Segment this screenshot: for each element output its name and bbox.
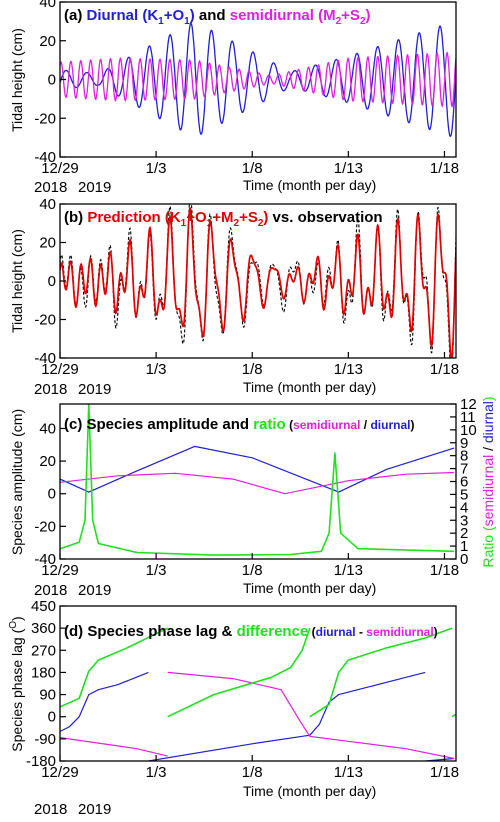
panel-a-ylabel: Tidal height (cm) xyxy=(9,28,25,132)
panel-c-year-2019: 2019 xyxy=(78,582,111,599)
panel-c-ytick-label: -20 xyxy=(34,518,56,535)
panel-d-xtick-label: 1/18 xyxy=(430,764,459,781)
panel-b-ytick-label: -40 xyxy=(34,350,56,367)
panel-d-ylabel: Species phase lag (O) xyxy=(8,616,25,751)
panel-a-semidiurnal-line xyxy=(60,51,456,108)
panel-c-y2tick-label: 8 xyxy=(460,448,468,465)
panel-c-y2tick-label: 2 xyxy=(460,525,468,542)
panel-b-ytick-label: 0 xyxy=(48,273,56,290)
panel-d-xlabel: Time (month per day) xyxy=(243,783,376,799)
panel-c-diurnal-line xyxy=(60,445,455,493)
panel-a-year-2018: 2018 xyxy=(34,179,67,196)
panel-d-ytick-label: 0 xyxy=(48,709,56,726)
panel-d-semidiurnal-line xyxy=(60,671,455,760)
panel-a-xtick-label: 1/18 xyxy=(430,160,459,177)
panel-d-year-2018: 2018 xyxy=(34,801,67,818)
panel-d-xtick-label: 12/29 xyxy=(41,764,79,781)
panel-a-title: (a) Diurnal (K1+O1) and semidiurnal (M2+… xyxy=(64,7,371,27)
panel-d-xtick-label: 1/3 xyxy=(146,764,167,781)
panel-b: 12/29 1/3 1/8 1/13 1/18 -40 -20 0 20 40 (b) Predi… xyxy=(9,196,459,398)
panel-a-xtick-label: 12/29 xyxy=(41,160,79,177)
panel-c-y2tick-label: 0 xyxy=(460,551,468,568)
panel-b-ytick-label: -20 xyxy=(34,312,56,329)
panel-b-ylabel: Tidal height (cm) xyxy=(9,229,25,333)
panel-a-ytick-label: 0 xyxy=(48,72,56,89)
panel-c-xtick-label: 12/29 xyxy=(41,562,79,579)
panel-c-ytick-label: 0 xyxy=(48,486,56,503)
panel-d-year-2019: 2019 xyxy=(78,801,111,818)
panel-d-ytick-label: -180 xyxy=(26,753,56,770)
panel-c-y2label: Ratio (semidiurnal / diurnal) xyxy=(480,396,496,567)
panel-c-y2tick-label: 6 xyxy=(460,474,468,491)
panel-d-ytick-label: 450 xyxy=(31,598,56,615)
panel-d-ytick-label: 360 xyxy=(31,620,56,637)
panel-a-ytick-label: 40 xyxy=(39,0,56,11)
panel-d-xtick-label: 1/13 xyxy=(334,764,363,781)
panel-b-ytick-label: 40 xyxy=(39,196,56,213)
panel-a-ytick-label: -20 xyxy=(34,110,56,127)
panel-d: 12/29 1/3 1/8 1/13 1/18 -180 -90 0 90 180 270 360 45… xyxy=(8,598,459,818)
panel-d-difference-line xyxy=(60,627,456,718)
panel-b-xtick-label: 1/13 xyxy=(334,361,363,378)
panel-a-ytick-label: -40 xyxy=(34,149,56,166)
panel-d-title: (d) Species phase lag & difference (diur… xyxy=(64,623,438,640)
panel-c-y2tick-label: 4 xyxy=(460,499,468,516)
panel-c-xtick-label: 1/13 xyxy=(334,562,363,579)
panel-c-year-2018: 2018 xyxy=(34,582,67,599)
panel-a-xtick-label: 1/13 xyxy=(334,160,363,177)
panel-a-diurnal-line xyxy=(60,22,456,138)
panel-b-xtick-label: 1/8 xyxy=(242,361,263,378)
panel-b-xtick-label: 12/29 xyxy=(41,361,79,378)
panel-c-semidiurnal-line xyxy=(60,471,455,495)
panel-c-y2tick-label: 12 xyxy=(460,396,477,413)
panel-c-ytick-label: 40 xyxy=(39,420,56,437)
panel-d-frame xyxy=(59,605,457,762)
panel-b-year-2019: 2019 xyxy=(78,381,111,398)
panel-c: 12/29 1/3 1/8 1/13 1/18-40-20020400123456789… xyxy=(9,396,496,599)
panel-d-xtick-label: 1/8 xyxy=(242,764,263,781)
panel-a-xtick-label: 1/8 xyxy=(242,160,263,177)
panel-c-ylabel: Species amplitude (cm) xyxy=(9,409,25,555)
panel-c-y2tick-label: 1 xyxy=(460,538,468,555)
panel-c-xtick-label: 1/8 xyxy=(242,562,263,579)
panel-a-ytick-label: 20 xyxy=(39,33,56,50)
panel-c-xlabel: Time (month per day) xyxy=(243,580,376,596)
panel-b-year-2018: 2018 xyxy=(34,381,67,398)
panel-b-prediction-line xyxy=(60,207,456,358)
panel-b-xtick-label: 1/3 xyxy=(146,361,167,378)
panel-c-xtick-label: 1/3 xyxy=(146,562,167,579)
panel-c-y2tick-label: 11 xyxy=(460,409,476,426)
panel-c-ytick-label: 20 xyxy=(39,453,56,470)
panel-d-ytick-label: 90 xyxy=(39,687,56,704)
panel-b-ytick-label: 20 xyxy=(39,235,56,252)
panel-c-y2tick-label: 9 xyxy=(460,435,468,452)
panel-a-year-2019: 2019 xyxy=(78,179,111,196)
panel-b-title: (b) Prediction (K1+O1+M2+S2) vs. observa… xyxy=(64,209,383,229)
panel-c-y2tick-label: 7 xyxy=(460,461,468,478)
panel-b-xtick-label: 1/18 xyxy=(430,361,459,378)
panel-c-ytick-label: -40 xyxy=(34,551,56,568)
panel-c-y2tick-label: 10 xyxy=(460,422,477,439)
panel-c-y2tick-label: 3 xyxy=(460,512,468,529)
panel-a: 12/29 1/3 1/8 1/13 1/18 -40 -20 0 20 40 (a) Diurn… xyxy=(9,0,459,196)
panel-b-xlabel: Time (month per day) xyxy=(243,379,376,395)
panel-d-ytick-label: -90 xyxy=(34,731,56,748)
panel-d-ytick-label: 270 xyxy=(31,642,56,659)
panel-c-ratio-line xyxy=(60,404,455,556)
panel-c-title: (c) Species amplitude and ratio (semidiu… xyxy=(64,416,414,433)
panel-a-xtick-label: 1/3 xyxy=(146,160,167,177)
panel-a-xlabel: Time (month per day) xyxy=(243,177,376,193)
panel-d-ytick-label: 180 xyxy=(31,664,56,681)
panel-c-y2tick-label: 5 xyxy=(460,486,468,503)
panel-c-xtick-label: 1/18 xyxy=(430,562,459,579)
